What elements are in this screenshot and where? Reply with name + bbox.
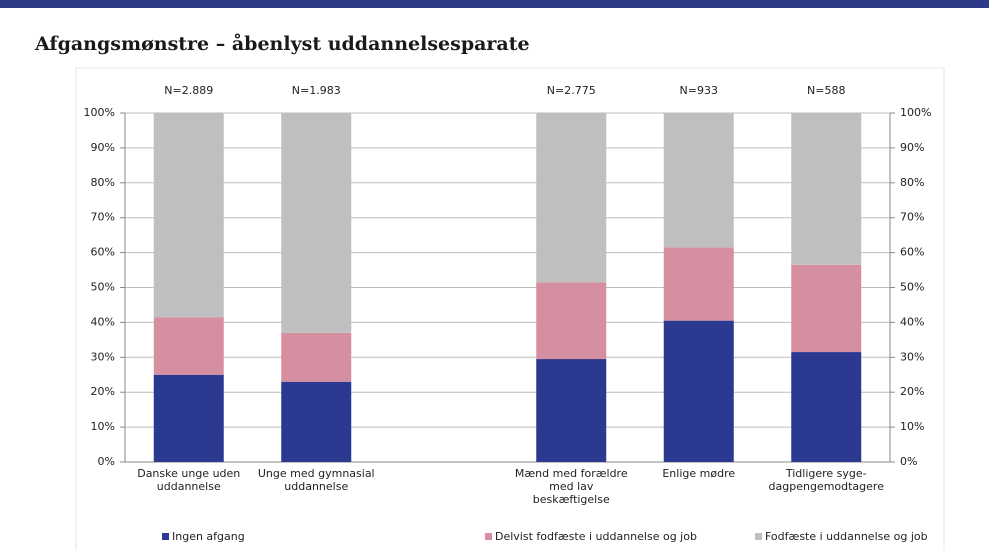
- y-tick-label: 10%: [91, 420, 115, 433]
- bar-segment: [536, 359, 607, 462]
- bar-segment: [663, 113, 734, 248]
- bar-segment: [281, 381, 352, 462]
- y-tick-label: 90%: [91, 141, 115, 154]
- bar-segment: [663, 320, 734, 462]
- x-tick-label: Enlige mødre: [662, 467, 735, 480]
- n-label: N=588: [807, 84, 845, 97]
- y-tick-label: 30%: [91, 350, 115, 363]
- y-tick-label: 20%: [91, 385, 115, 398]
- y2-tick-label: 20%: [900, 385, 924, 398]
- y-tick-label: 0%: [98, 455, 115, 468]
- legend-label: Delvist fodfæste i uddannelse og job: [495, 530, 697, 543]
- bar-segment: [153, 317, 224, 375]
- bar-segment: [791, 264, 862, 353]
- y2-tick-label: 0%: [900, 455, 917, 468]
- n-label: N=933: [680, 84, 718, 97]
- n-label: N=2.889: [164, 84, 213, 97]
- n-label: N=1.983: [292, 84, 341, 97]
- x-tick-label: Tidligere syge-dagpengemodtagere: [769, 467, 885, 493]
- y2-tick-label: 10%: [900, 420, 924, 433]
- x-tick-label: Danske unge uden uddannelse: [137, 467, 240, 493]
- legend-swatch: [162, 533, 169, 540]
- y-tick-label: 80%: [91, 176, 115, 189]
- y-tick-label: 50%: [91, 281, 115, 294]
- bar-segment: [153, 374, 224, 462]
- bar-segment: [536, 113, 607, 283]
- x-tick-label: Mænd med forældre med lav beskæftigelse: [515, 467, 628, 506]
- x-tick-label: Unge med gymnasial uddannelse: [258, 467, 375, 493]
- y2-tick-label: 70%: [900, 211, 924, 224]
- n-label: N=2.775: [547, 84, 596, 97]
- chart-title: Afgangsmønstre – åbenlyst uddannelsespar…: [34, 32, 530, 55]
- y2-tick-label: 100%: [900, 106, 931, 119]
- legend-label: Ingen afgang: [172, 530, 245, 543]
- legend-swatch: [485, 533, 492, 540]
- y2-tick-label: 30%: [900, 350, 924, 363]
- top-bar: [0, 0, 989, 8]
- legend-label: Fodfæste i uddannelse og job: [765, 530, 928, 543]
- bar-segment: [281, 113, 352, 333]
- legend-swatch: [755, 533, 762, 540]
- chart-frame: [75, 67, 945, 554]
- y2-tick-label: 80%: [900, 176, 924, 189]
- y-tick-label: 100%: [84, 106, 115, 119]
- y-tick-label: 40%: [91, 315, 115, 328]
- y2-tick-label: 60%: [900, 246, 924, 259]
- bar-segment: [663, 247, 734, 321]
- bar-segment: [791, 352, 862, 462]
- bar-segment: [536, 282, 607, 360]
- bar-segment: [153, 113, 224, 318]
- bar-segment: [281, 332, 352, 382]
- bar-segment: [791, 113, 862, 265]
- y2-tick-label: 90%: [900, 141, 924, 154]
- y2-tick-label: 40%: [900, 315, 924, 328]
- y2-tick-label: 50%: [900, 281, 924, 294]
- y-tick-label: 70%: [91, 211, 115, 224]
- y-tick-label: 60%: [91, 246, 115, 259]
